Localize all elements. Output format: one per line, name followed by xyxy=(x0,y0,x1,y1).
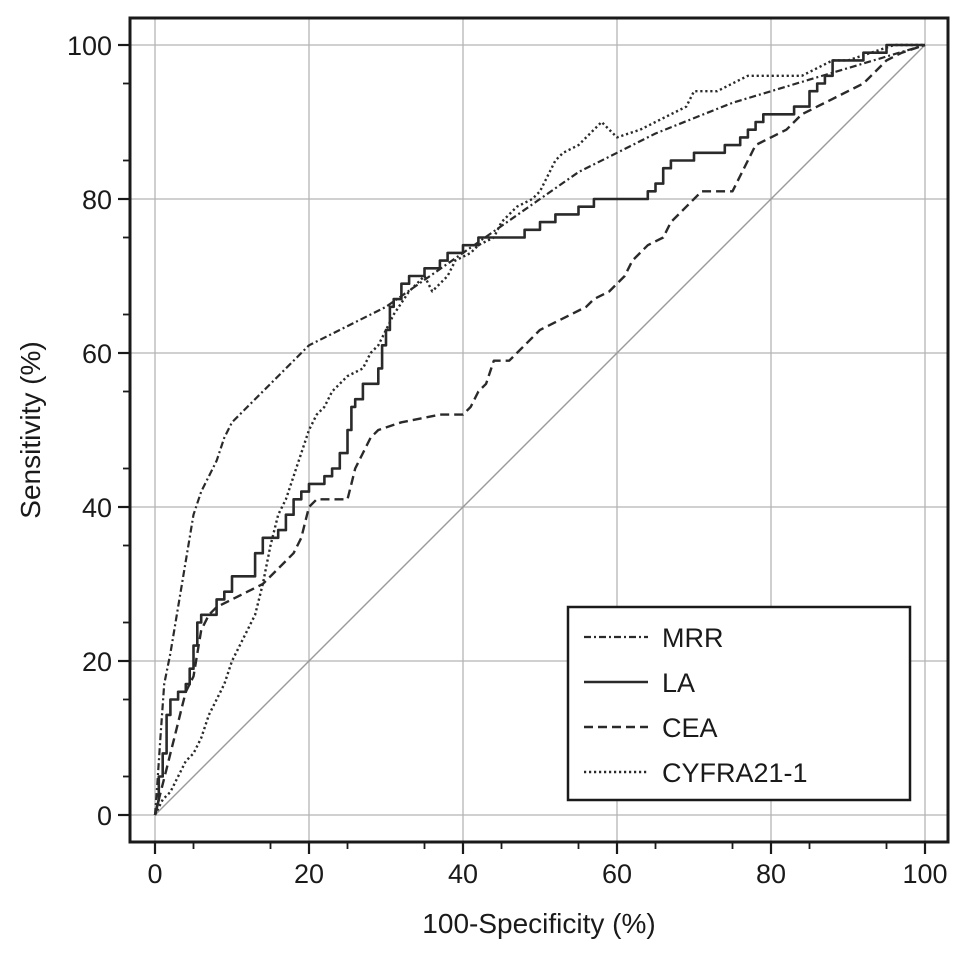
x-tick-label: 0 xyxy=(147,859,162,889)
grid xyxy=(130,18,948,842)
y-tick-label: 0 xyxy=(97,801,112,831)
legend-label-cyfra21-1: CYFRA21-1 xyxy=(662,758,808,788)
reference-diagonal-line xyxy=(154,44,926,816)
legend: MRR LA CEA CYFRA21-1 xyxy=(566,605,912,802)
legend-label-la: LA xyxy=(662,668,695,698)
y-tick-label: 80 xyxy=(82,185,112,215)
x-tick-label: 60 xyxy=(602,859,632,889)
y-tick-label: 100 xyxy=(67,31,112,61)
legend-label-mrr: MRR xyxy=(662,623,724,653)
x-axis-title: 100-Specificity (%) xyxy=(422,908,655,939)
x-tick-label: 40 xyxy=(448,859,478,889)
series-lines xyxy=(153,43,926,816)
legend-label-cea: CEA xyxy=(662,713,718,743)
series-line-la xyxy=(153,43,925,816)
x-tick-label: 100 xyxy=(902,859,947,889)
series-line-cea xyxy=(153,43,926,816)
series-line-mrr xyxy=(153,43,926,816)
x-tick-label: 80 xyxy=(756,859,786,889)
axis-ticks: 0 20 40 60 80 100 0 20 40 60 80 100 xyxy=(67,31,948,889)
y-tick-label: 40 xyxy=(82,493,112,523)
y-tick-label: 20 xyxy=(82,647,112,677)
legend-box xyxy=(566,605,912,802)
x-tick-label: 20 xyxy=(294,859,324,889)
y-tick-label: 60 xyxy=(82,339,112,369)
y-axis-title: Sensitivity (%) xyxy=(15,341,46,518)
plot-frame xyxy=(128,16,950,844)
series-line-cyfra21-1 xyxy=(153,43,925,816)
